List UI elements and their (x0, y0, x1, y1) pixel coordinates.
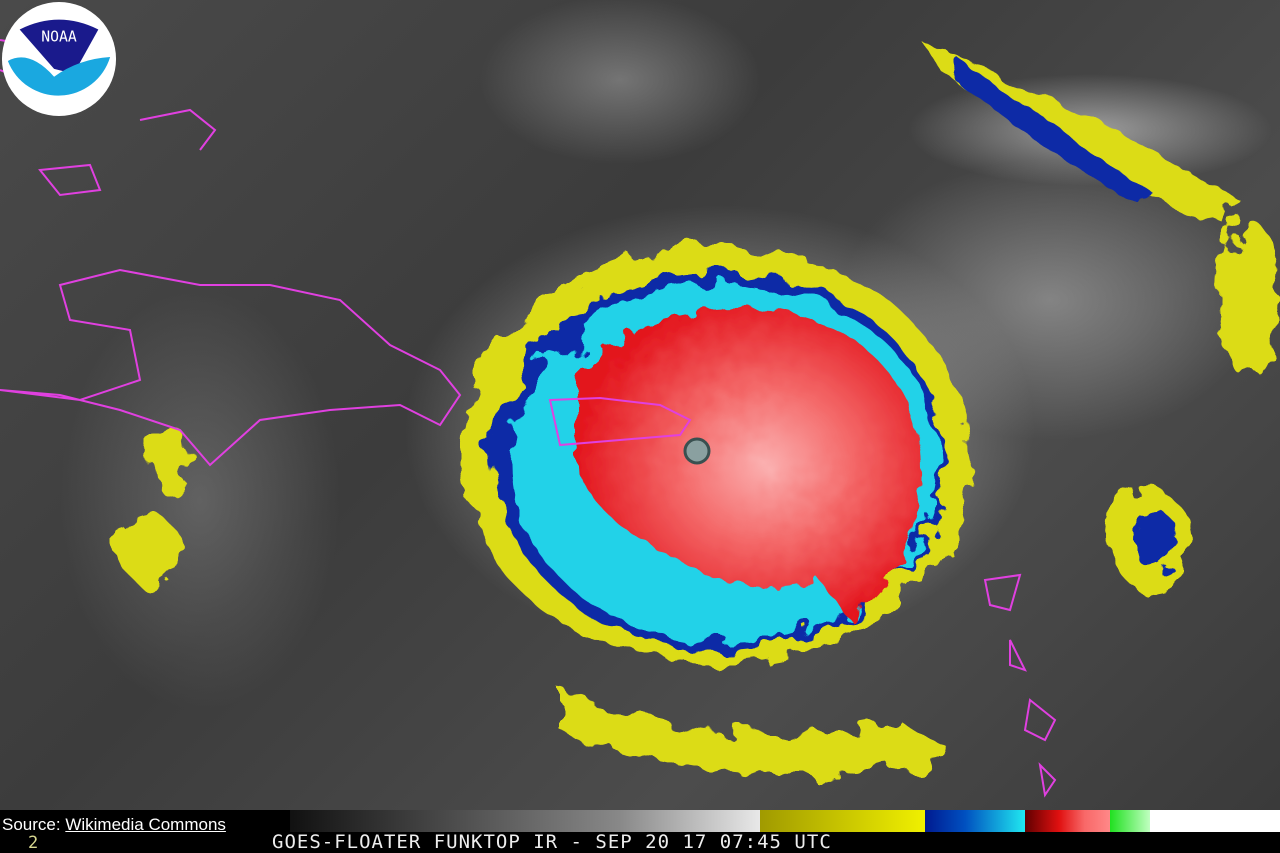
image-caption: GOES-FLOATER FUNKTOP IR - SEP 20 17 07:4… (272, 831, 832, 853)
eyewall (575, 308, 922, 620)
hurricane-eye (683, 437, 711, 465)
temperature-color-scale (0, 810, 1280, 832)
noaa-logo: NOAA (1, 1, 117, 117)
source-link[interactable]: Wikimedia Commons (65, 815, 226, 834)
satellite-image: NOAA (0, 0, 1280, 810)
svg-text:NOAA: NOAA (41, 28, 77, 45)
frame-number: 2 (28, 833, 39, 853)
source-label: Source: (2, 815, 61, 834)
hurricane-imagery (0, 39, 1280, 798)
source-credit: Source: Wikimedia Commons (2, 815, 226, 835)
